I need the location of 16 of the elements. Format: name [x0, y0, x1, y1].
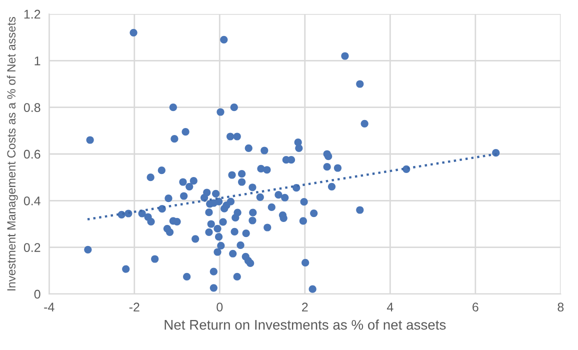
x-tick-label: -4	[44, 302, 54, 312]
y-tick-label: 0.4	[24, 196, 40, 206]
x-tick-label: 6	[472, 302, 478, 312]
x-axis-title: Net Return on Investments as % of net assets	[164, 320, 446, 330]
y-tick-label: 0.6	[24, 150, 40, 159]
x-tick-label: 0	[216, 302, 223, 312]
x-tick-label: 8	[558, 302, 564, 312]
y-axis-title: Investment Management Costs as a % of Net assets	[6, 16, 18, 290]
x-tick-label: -2	[129, 302, 140, 312]
x-tick-label: 4	[386, 302, 394, 312]
y-tick-label: 1.2	[24, 10, 40, 19]
y-tick-label: 0	[34, 290, 40, 299]
y-tick-label: 1	[34, 56, 40, 66]
x-tick-label: 2	[302, 302, 308, 312]
y-tick-label: 0.8	[24, 103, 40, 112]
y-tick-label: 0.2	[24, 243, 40, 252]
